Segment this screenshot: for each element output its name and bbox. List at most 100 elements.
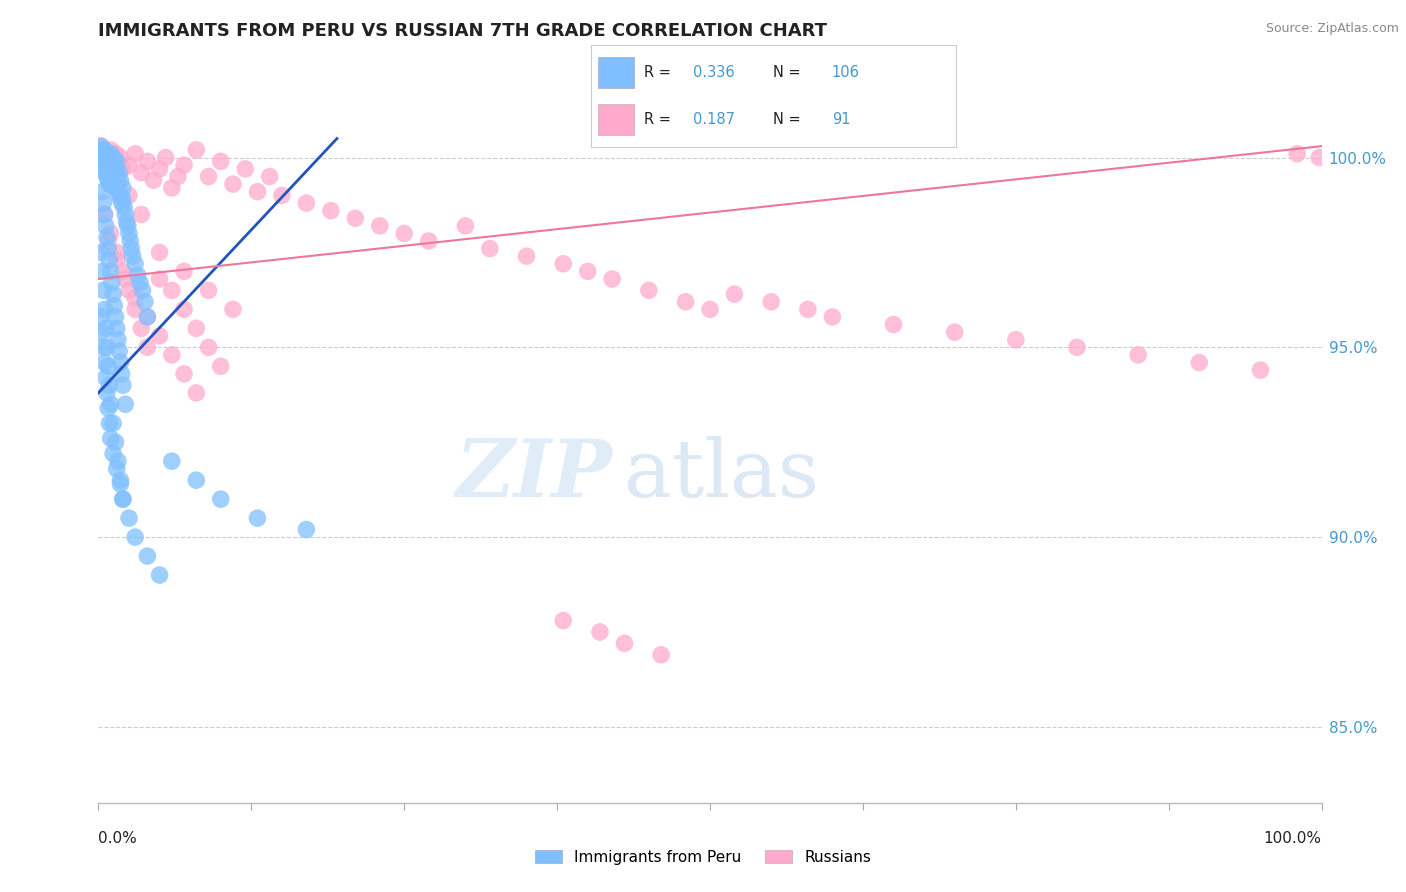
Point [104, 310, 127, 324]
Point [197, 169, 219, 184]
Point [94, 370, 117, 384]
Point [103, 158, 125, 172]
Text: 0.187: 0.187 [693, 112, 735, 127]
Point [97, 154, 120, 169]
Point [103, 299, 125, 313]
Point [136, 154, 159, 169]
Point [101, 287, 124, 301]
Point [91, 143, 114, 157]
Point [124, 291, 146, 305]
Point [142, 173, 165, 187]
Point [129, 166, 152, 180]
Point [120, 242, 142, 256]
Point [797, 302, 820, 317]
Text: R =: R = [644, 112, 675, 127]
Text: R =: R = [644, 65, 675, 79]
Point [1188, 355, 1211, 369]
Point [186, 321, 208, 335]
Point [105, 245, 128, 260]
Point [124, 257, 146, 271]
Point [91, 284, 114, 298]
Point [111, 196, 134, 211]
Point [553, 614, 575, 628]
Point [1066, 340, 1088, 354]
Point [91, 340, 114, 354]
Point [883, 318, 905, 332]
Point [246, 511, 269, 525]
Point [105, 154, 128, 169]
Point [134, 294, 156, 309]
Point [259, 169, 281, 184]
Point [100, 431, 122, 445]
Point [613, 636, 636, 650]
Point [149, 329, 172, 343]
Point [96, 340, 118, 354]
Point [101, 416, 124, 430]
Point [90, 139, 112, 153]
Point [222, 177, 245, 191]
Point [100, 177, 122, 191]
Point [101, 447, 124, 461]
Point [186, 143, 208, 157]
Point [120, 234, 142, 248]
Point [98, 177, 121, 191]
Point [160, 454, 183, 468]
Point [173, 367, 195, 381]
Point [295, 523, 318, 537]
Point [105, 169, 128, 184]
Point [173, 264, 195, 278]
Point [110, 151, 132, 165]
Point [295, 196, 318, 211]
Point [104, 146, 127, 161]
Point [115, 215, 138, 229]
Point [110, 477, 132, 491]
Point [576, 264, 599, 278]
Point [91, 185, 114, 199]
Point [118, 158, 141, 172]
Point [222, 302, 245, 317]
Point [114, 207, 136, 221]
Point [96, 230, 118, 244]
Point [100, 397, 122, 411]
Point [270, 188, 294, 202]
Point [149, 272, 172, 286]
Point [105, 462, 128, 476]
Text: atlas: atlas [624, 435, 820, 514]
Point [136, 310, 159, 324]
Point [454, 219, 477, 233]
Text: 91: 91 [832, 112, 851, 127]
Point [93, 143, 115, 157]
Point [167, 169, 190, 184]
Point [91, 154, 114, 169]
Point [97, 401, 120, 415]
Point [93, 166, 115, 180]
Point [90, 310, 112, 324]
Point [103, 173, 125, 187]
Point [111, 161, 134, 176]
Point [1128, 348, 1150, 362]
Point [94, 146, 117, 161]
Point [197, 340, 219, 354]
Point [233, 161, 256, 176]
Point [97, 359, 120, 374]
Point [111, 378, 134, 392]
Point [107, 158, 129, 172]
Point [124, 302, 146, 317]
Point [94, 146, 117, 161]
Point [108, 166, 131, 180]
Point [93, 158, 115, 172]
Point [104, 161, 127, 176]
Text: 0.336: 0.336 [693, 65, 734, 79]
Point [209, 359, 232, 374]
Point [118, 227, 141, 241]
Point [93, 207, 115, 221]
Point [127, 268, 149, 283]
Point [93, 207, 115, 221]
Point [209, 154, 232, 169]
Point [105, 252, 128, 267]
Point [136, 340, 159, 354]
Point [105, 169, 128, 184]
Point [650, 648, 672, 662]
Point [723, 287, 745, 301]
Point [131, 284, 153, 298]
